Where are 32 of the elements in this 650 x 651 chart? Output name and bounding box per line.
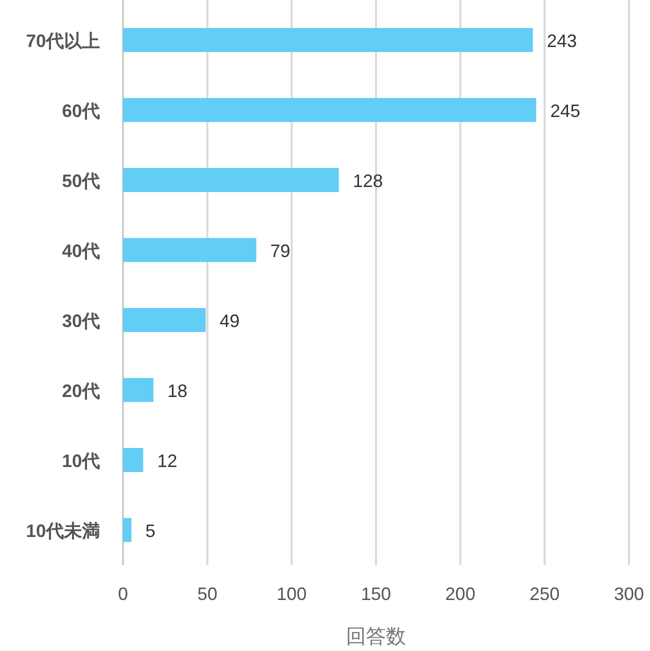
y-tick-label: 10代未満 bbox=[26, 521, 100, 541]
x-tick-label: 150 bbox=[360, 584, 392, 604]
x-tick-label: 250 bbox=[530, 584, 560, 604]
data-label: 49 bbox=[220, 311, 240, 331]
x-tick-label: 0 bbox=[118, 584, 128, 604]
data-label: 5 bbox=[145, 521, 156, 541]
data-label: 243 bbox=[546, 31, 577, 51]
data-label: 245 bbox=[550, 101, 580, 121]
y-tick-label: 30代 bbox=[62, 311, 100, 331]
x-tick-label: 200 bbox=[445, 584, 476, 604]
x-tick-label: 50 bbox=[197, 584, 218, 604]
data-label: 79 bbox=[270, 241, 290, 261]
x-axis-title: 回答数 bbox=[346, 626, 406, 648]
y-tick-label: 10代 bbox=[62, 451, 100, 471]
x-tick-label: 100 bbox=[276, 584, 307, 604]
bar bbox=[123, 168, 339, 192]
y-tick-label: 70代以上 bbox=[26, 31, 100, 51]
y-tick-label: 50代 bbox=[62, 171, 100, 191]
bar bbox=[123, 28, 533, 52]
bar bbox=[123, 98, 536, 122]
x-tick-label: 300 bbox=[614, 584, 644, 604]
y-tick-label: 40代 bbox=[62, 241, 100, 261]
y-tick-label: 60代 bbox=[62, 101, 100, 121]
bar bbox=[123, 308, 206, 332]
data-label: 18 bbox=[167, 381, 188, 401]
data-label: 128 bbox=[352, 171, 383, 191]
bar bbox=[123, 448, 144, 472]
bar bbox=[123, 518, 132, 542]
bar bbox=[123, 238, 256, 262]
y-tick-label: 20代 bbox=[62, 381, 100, 401]
data-label: 12 bbox=[157, 451, 178, 471]
bar bbox=[123, 378, 154, 402]
